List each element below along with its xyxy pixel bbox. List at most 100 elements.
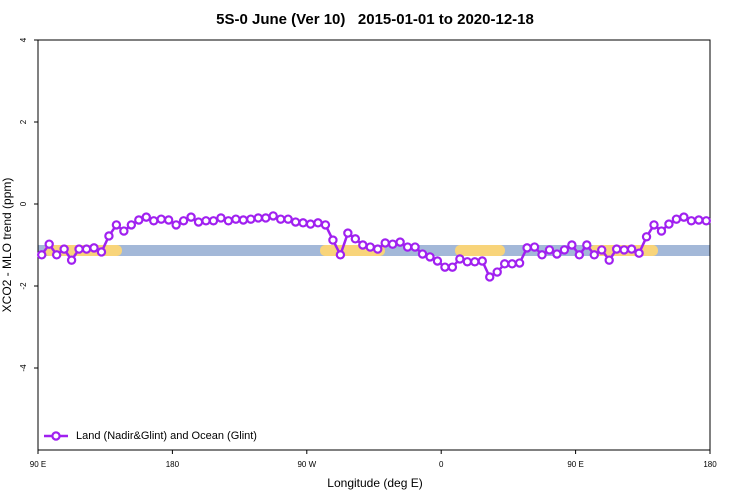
- data-point: [275, 214, 286, 224]
- data-point: [134, 215, 144, 225]
- data-point: [477, 256, 487, 266]
- y-tick-label: 0: [19, 201, 28, 206]
- y-tick-label: 2: [19, 119, 28, 124]
- data-point: [589, 250, 599, 260]
- data-point: [231, 214, 241, 224]
- x-tick-label: 90 E: [30, 460, 46, 469]
- chart-title: 5S-0 June (Ver 10) 2015-01-01 to 2020-12…: [216, 11, 534, 28]
- data-point: [387, 239, 398, 249]
- data-point: [544, 245, 555, 255]
- data-point: [365, 242, 375, 252]
- data-point: [455, 254, 465, 264]
- data-point: [238, 215, 249, 225]
- data-point: [529, 242, 540, 252]
- data-point: [537, 250, 547, 260]
- plot-frame: [37, 39, 711, 451]
- y-tick-label: -2: [19, 282, 28, 290]
- data-point: [701, 216, 711, 226]
- data-point: [268, 211, 278, 221]
- data-point: [380, 238, 390, 248]
- data-point: [641, 232, 652, 242]
- data-point: [163, 215, 174, 225]
- data-point: [499, 259, 510, 269]
- data-point: [37, 250, 47, 260]
- data-point: [328, 235, 338, 245]
- data-point: [358, 240, 368, 250]
- data-point: [507, 259, 517, 269]
- data-point: [320, 220, 331, 230]
- data-point: [440, 262, 450, 272]
- land-strip: [455, 245, 505, 256]
- data-point: [432, 256, 443, 266]
- data-point: [111, 220, 122, 230]
- data-point: [283, 214, 293, 224]
- data-point: [119, 226, 129, 236]
- data-point: [193, 217, 204, 227]
- y-tick-label: -4: [19, 364, 28, 372]
- data-point: [679, 212, 689, 222]
- data-point: [671, 214, 682, 224]
- data-point: [649, 220, 659, 230]
- data-point: [223, 216, 234, 226]
- data-point: [574, 250, 585, 260]
- data-point: [141, 212, 151, 222]
- data-point: [261, 213, 271, 223]
- data-point: [208, 216, 219, 226]
- data-point: [619, 245, 629, 255]
- data-point: [417, 249, 428, 259]
- data-point: [186, 212, 196, 222]
- data-point: [66, 255, 77, 265]
- data-point: [656, 226, 667, 236]
- data-point: [313, 218, 323, 228]
- data-point: [104, 231, 114, 241]
- data-point: [425, 252, 435, 262]
- data-point: [253, 213, 263, 223]
- legend-marker: [51, 431, 61, 441]
- y-axis-label: XCO2 - MLO trend (ppm): [0, 178, 14, 313]
- data-point: [89, 243, 99, 253]
- data-point: [604, 255, 614, 265]
- data-point: [81, 244, 92, 254]
- data-point: [171, 220, 181, 230]
- data-point: [59, 244, 69, 254]
- legend-label: Land (Nadir&Glint) and Ocean (Glint): [76, 430, 257, 442]
- data-point: [664, 219, 674, 229]
- data-point: [373, 244, 383, 254]
- data-point: [216, 213, 226, 223]
- data-point: [611, 244, 622, 254]
- data-point: [51, 250, 62, 260]
- data-point: [246, 214, 256, 224]
- data-point: [178, 216, 189, 226]
- data-point: [74, 244, 84, 254]
- data-point: [343, 228, 353, 238]
- x-tick-label: 180: [166, 460, 180, 469]
- data-point: [559, 245, 570, 255]
- data-point: [298, 218, 308, 228]
- data-point: [410, 242, 420, 252]
- data-point: [156, 214, 166, 224]
- data-point: [290, 217, 301, 227]
- y-tick-label: 4: [19, 37, 28, 42]
- data-point: [470, 257, 480, 267]
- data-point: [395, 237, 405, 247]
- x-tick-label: 90 W: [297, 460, 316, 469]
- data-point: [462, 257, 473, 267]
- data-point: [335, 250, 346, 260]
- data-point: [96, 247, 107, 257]
- data-point: [694, 215, 704, 225]
- data-point: [567, 240, 577, 250]
- x-axis-label: Longitude (deg E): [327, 476, 422, 490]
- data-point: [149, 216, 159, 226]
- data-point: [126, 220, 137, 230]
- x-tick-label: 180: [703, 460, 717, 469]
- x-tick-label: 0: [439, 460, 444, 469]
- data-point: [514, 258, 525, 268]
- data-point: [44, 239, 54, 249]
- data-point: [552, 249, 562, 259]
- data-point: [686, 216, 697, 226]
- data-point: [485, 272, 495, 282]
- data-point: [597, 245, 607, 255]
- data-point: [522, 243, 532, 253]
- data-point: [492, 267, 502, 277]
